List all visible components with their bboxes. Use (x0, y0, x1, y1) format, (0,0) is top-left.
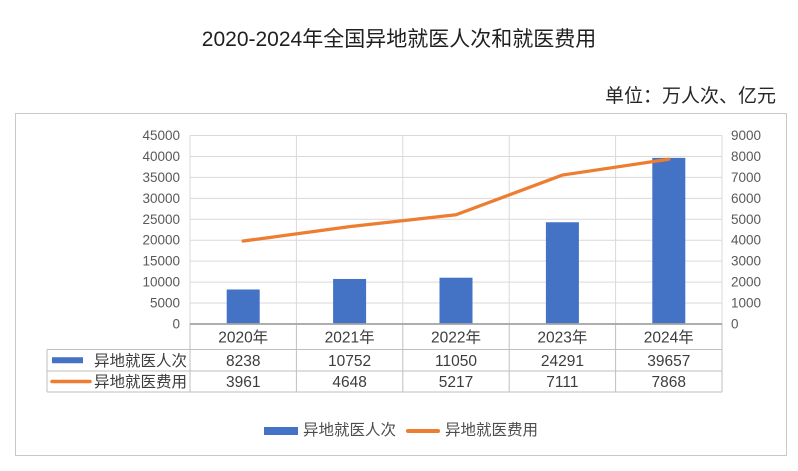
bar-2020年 (226, 289, 260, 324)
left-axis-tick-label: 40000 (142, 149, 180, 164)
line-series-path (241, 157, 671, 243)
right-axis-tick-label: 7000 (731, 170, 761, 185)
chart-container: 0 0 5000 1000 10000 2000 15000 3000 20000 4000 250… (15, 113, 787, 456)
category-label: 2021年 (325, 328, 375, 346)
bar-2023年 (545, 222, 579, 324)
right-axis-tick-label: 9000 (731, 128, 761, 143)
right-axis-tick-label: 5000 (731, 212, 761, 227)
table-series-name-expenses: 异地就医费用 (94, 373, 187, 391)
table-value-visits: 39657 (647, 353, 690, 370)
table-value-visits: 24291 (541, 353, 584, 370)
left-axis-tick-label: 20000 (142, 233, 180, 248)
table-series-name-visits: 异地就医人次 (94, 352, 187, 370)
legend-item-expenses: 异地就医费用 (406, 421, 538, 441)
left-axis-tick-label: 15000 (142, 254, 180, 269)
legend-label-expenses: 异地就医费用 (445, 422, 539, 439)
right-axis-tick-label: 3000 (731, 254, 761, 269)
table-value-expenses: 3961 (226, 374, 260, 391)
table-value-visits: 8238 (226, 353, 260, 370)
legend-label-visits: 异地就医人次 (302, 422, 396, 439)
bar-series-swatch-icon (263, 427, 298, 435)
right-axis-tick-label: 0 (731, 317, 739, 332)
bar-2024年 (652, 157, 686, 324)
chart-title: 2020-2024年全国异地就医人次和就医费用 (201, 28, 597, 51)
bar-2022年 (439, 277, 473, 324)
left-axis-tick-label: 5000 (150, 296, 180, 311)
category-label: 2024年 (644, 328, 694, 346)
left-axis-tick-label: 35000 (142, 170, 180, 185)
left-axis-tick-label: 30000 (142, 191, 180, 206)
category-label: 2022年 (431, 328, 481, 346)
table-value-expenses: 5217 (439, 374, 473, 391)
table-value-expenses: 7868 (652, 374, 686, 391)
right-axis-tick-label: 8000 (731, 149, 761, 164)
chart-legend: 异地就医人次 异地就医费用 (16, 421, 786, 441)
left-axis-tick-label: 25000 (142, 212, 180, 227)
category-label: 2020年 (218, 328, 268, 346)
bar-2021年 (333, 278, 367, 324)
right-axis-tick-label: 1000 (731, 296, 761, 311)
right-axis-tick-label: 2000 (731, 275, 761, 290)
unit-note: 单位：万人次、亿元 (604, 86, 776, 107)
category-label: 2023年 (537, 328, 587, 346)
table-value-visits: 11050 (435, 353, 477, 370)
table-bar-swatch-icon (52, 357, 83, 364)
legend-item-visits: 异地就医人次 (263, 421, 396, 441)
combo-chart-plot: 0 0 5000 1000 10000 2000 15000 3000 20000 4000 250… (46, 128, 761, 393)
left-axis-tick-label: 10000 (142, 275, 180, 290)
table-value-expenses: 4648 (332, 374, 366, 391)
line-series-swatch-icon (406, 429, 440, 433)
right-axis-tick-label: 4000 (731, 233, 761, 248)
table-value-visits: 10752 (328, 353, 371, 370)
right-axis-tick-label: 6000 (731, 191, 761, 206)
table-value-expenses: 7111 (546, 374, 578, 391)
left-axis-tick-label: 0 (172, 317, 180, 332)
left-axis-tick-label: 45000 (142, 128, 180, 143)
